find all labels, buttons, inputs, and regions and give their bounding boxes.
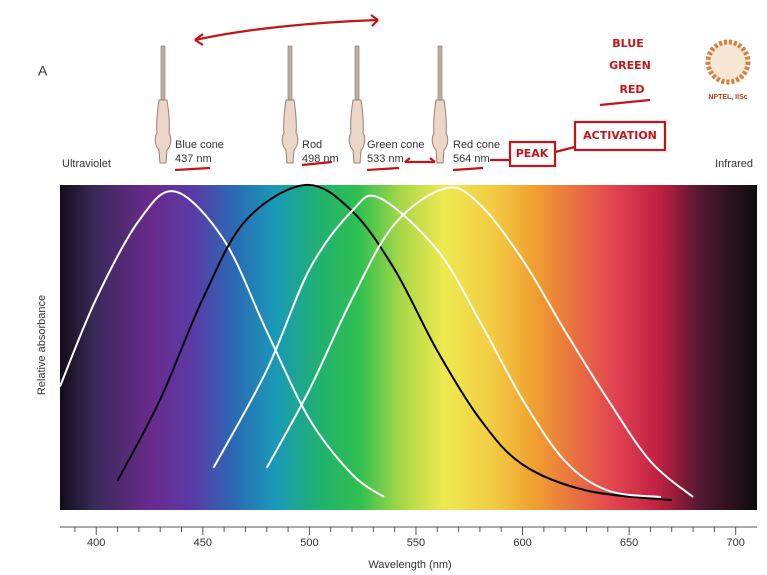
x-axis-label: Wavelength (nm) <box>368 559 451 571</box>
left-label: Ultraviolet <box>62 158 111 170</box>
series-label: Red cone <box>453 139 500 151</box>
x-tick-label: 700 <box>727 537 745 549</box>
x-tick-label: 400 <box>87 537 105 549</box>
series-label: Green cone <box>367 139 424 151</box>
annotation-red: RED <box>619 83 644 96</box>
chart: A Ultraviolet Infrared Relative absorban… <box>0 0 767 575</box>
blue-cone-cell <box>155 46 170 163</box>
y-axis-label: Relative absorbance <box>36 295 48 395</box>
green-cone-cell <box>349 46 364 163</box>
series-label: Rod <box>302 139 322 151</box>
peak-label: 564 nm <box>453 153 490 165</box>
peak-label: 437 nm <box>175 153 212 165</box>
x-tick-label: 450 <box>194 537 212 549</box>
annotation-activation: ACTIVATION <box>583 129 657 142</box>
annotation-blue: BLUE <box>612 37 643 50</box>
peak-label: 498 nm <box>302 153 339 165</box>
x-tick-label: 500 <box>300 537 318 549</box>
page: A Ultraviolet Infrared Relative absorban… <box>0 0 767 575</box>
panel-label: A <box>38 63 48 79</box>
x-tick-label: 600 <box>513 537 531 549</box>
annotation-peak: PEAK <box>516 147 549 160</box>
right-label: Infrared <box>715 158 753 170</box>
spectrum-background <box>60 185 757 510</box>
rod-cell <box>282 46 297 163</box>
logo-text: NPTEL, IISc <box>708 94 747 101</box>
logo: NPTEL, IISc <box>708 42 748 101</box>
logo-emblem <box>708 42 748 82</box>
red-cone-cell <box>432 46 447 163</box>
x-tick-label: 550 <box>407 537 425 549</box>
peak-label: 533 nm <box>367 153 404 165</box>
series-label: Blue cone <box>175 139 224 151</box>
x-tick-label: 650 <box>620 537 638 549</box>
annotation-green: GREEN <box>609 59 651 72</box>
